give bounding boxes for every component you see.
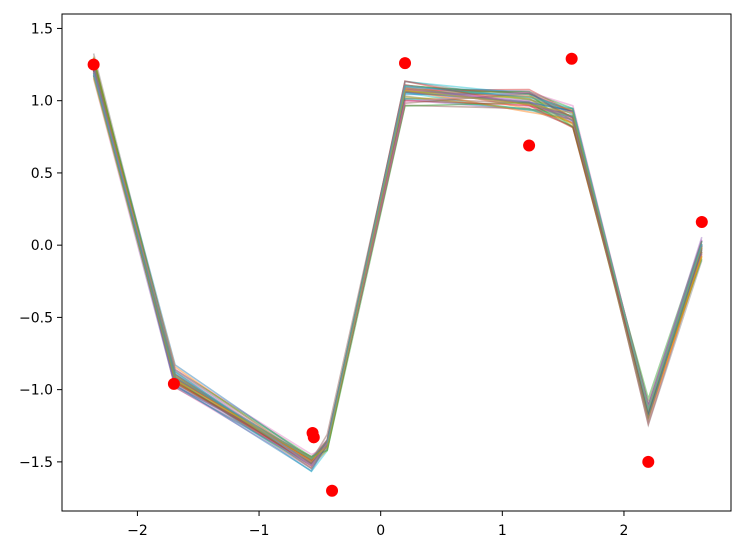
series-line [92, 71, 703, 467]
series-line [92, 62, 703, 467]
series-line [92, 61, 703, 462]
series-line [92, 72, 703, 464]
x-tick-label: −2 [127, 523, 148, 539]
series-line [92, 69, 703, 456]
series-line [92, 72, 703, 460]
data-point [399, 57, 412, 70]
points-layer [87, 52, 708, 497]
series-line [92, 65, 703, 461]
axes-layer: −2 −1 0 1 2 1.5 1.0 0.5 0.0 −0.5 −1.0 −1.5 [19, 13, 732, 539]
data-point [326, 484, 339, 497]
data-point [307, 431, 320, 444]
series-line [92, 59, 703, 467]
series-line [92, 63, 703, 461]
series-line [92, 59, 703, 460]
series-line [92, 72, 703, 461]
y-tick-label: −0.5 [19, 310, 53, 326]
series-line [92, 57, 703, 461]
series-line [92, 60, 703, 460]
series-line [92, 68, 703, 464]
series-line [92, 67, 703, 459]
y-tick-label: −1.5 [19, 455, 53, 471]
series-line [92, 77, 703, 460]
series-line [92, 70, 703, 466]
series-line [92, 74, 703, 467]
data-point [523, 139, 536, 152]
series-line [92, 59, 703, 458]
series-line [92, 65, 703, 467]
series-line [92, 63, 703, 465]
data-point [695, 216, 708, 229]
series-line [92, 68, 703, 468]
x-tick-label: −1 [249, 523, 270, 539]
data-point [642, 455, 655, 468]
series-line [92, 75, 703, 465]
series-line [92, 58, 703, 466]
y-tick-label: 0.0 [31, 238, 53, 254]
x-tick-label: 0 [376, 523, 385, 539]
data-point [87, 58, 100, 71]
series-line [92, 67, 703, 465]
y-tick-label: 1.5 [31, 21, 53, 37]
x-tick-label: 2 [619, 523, 628, 539]
series-line [92, 62, 703, 464]
series-line [92, 70, 703, 473]
y-tick-label: 1.0 [31, 94, 53, 110]
series-line [92, 73, 703, 466]
series-line [92, 63, 703, 458]
series-line [92, 57, 703, 466]
y-tick-label: −1.0 [19, 383, 53, 399]
series-line [92, 70, 703, 462]
lines-layer [92, 53, 703, 473]
series-line [92, 64, 703, 462]
series-line [92, 64, 703, 470]
data-point [565, 52, 578, 65]
series-line [92, 74, 703, 465]
series-line [92, 56, 703, 469]
x-tick-label: 1 [498, 523, 507, 539]
series-line [92, 70, 703, 461]
series-line [92, 78, 703, 470]
series-line [92, 64, 703, 473]
y-tick-label: 0.5 [31, 166, 53, 182]
series-line [92, 53, 703, 460]
plot-frame [61, 13, 732, 512]
series-line [92, 69, 703, 470]
data-point [167, 377, 180, 390]
